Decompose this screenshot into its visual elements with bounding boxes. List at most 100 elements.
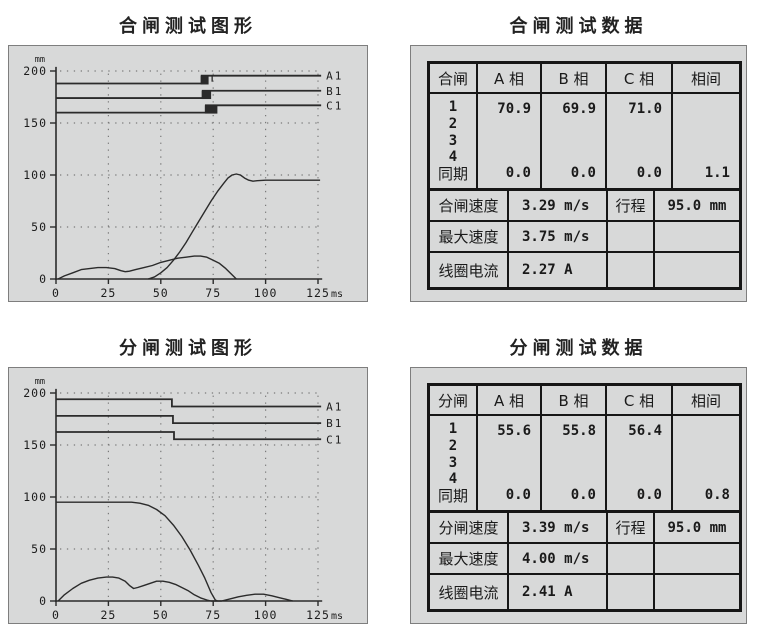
max-speed-value: 4.00 m/s [509, 544, 608, 575]
trace-label-C1: C1 [326, 99, 343, 112]
sync-a: 0.0 [505, 487, 531, 503]
open-speed-value: 3.39 m/s [509, 513, 608, 544]
y-tick-label: 50 [31, 542, 47, 556]
phase-a-cell: 70.9 0.0 [478, 94, 542, 191]
contact-bounce-B1 [201, 90, 212, 100]
table-phase-row: 1 2 3 4 同期 55.6 0.0 55.8 0.0 56.4 0.0 0.… [430, 416, 739, 513]
trace-label-A1: A1 [326, 401, 343, 414]
y-unit-label: mm [35, 377, 45, 387]
close-time-a: 70.9 [497, 101, 531, 117]
header-cell: 分闸 [430, 386, 478, 416]
info-label: 线圈电流 [430, 575, 509, 609]
x-tick-label: 125 [306, 286, 330, 300]
header-cell: B 相 [542, 64, 607, 94]
header-cell: 合闸 [430, 64, 478, 94]
x-unit-label: ms [331, 289, 343, 300]
header-cell: A 相 [478, 386, 542, 416]
curve-travel [147, 173, 321, 280]
empty-cell [608, 253, 655, 287]
open-test-table: 分闸 A 相 B 相 C 相 相间 1 2 3 4 同期 55.6 0.0 55… [427, 383, 742, 612]
sync-c: 0.0 [636, 165, 662, 181]
open-time-b: 55.8 [562, 423, 596, 439]
phase-b-cell: 55.8 0.0 [542, 416, 607, 513]
y-tick-label: 200 [23, 386, 47, 400]
table-info-row: 最大速度 4.00 m/s [430, 544, 739, 575]
info-label: 行程 [608, 191, 655, 222]
row-label-stack: 1 2 3 4 同期 [430, 94, 478, 191]
close-test-table: 合闸 A 相 B 相 C 相 相间 1 2 3 4 同期 70.9 0.0 69… [427, 61, 742, 290]
interphase-sync: 0.8 [704, 487, 730, 503]
trace-label-B1: B1 [326, 417, 343, 430]
sync-row-label: 同期 [437, 165, 468, 183]
table-info-row: 线圈电流 2.41 A [430, 575, 739, 609]
header-cell: B 相 [542, 386, 607, 416]
close-test-table-panel: 合闸 A 相 B 相 C 相 相间 1 2 3 4 同期 70.9 0.0 69… [410, 45, 747, 302]
interphase-cell: 1.1 [673, 94, 739, 191]
info-label: 最大速度 [430, 544, 509, 575]
phase-b-cell: 69.9 0.0 [542, 94, 607, 191]
close-chart-title: 合闸测试图形 [119, 16, 257, 37]
close-table-title: 合闸测试数据 [509, 16, 648, 37]
phase-c-cell: 56.4 0.0 [607, 416, 673, 513]
trace-A1 [56, 398, 322, 408]
header-cell: 相间 [673, 386, 739, 416]
sync-c: 0.0 [636, 487, 662, 503]
empty-cell [608, 544, 655, 575]
open-table-title: 分闸测试数据 [509, 338, 648, 359]
y-tick-label: 200 [23, 64, 47, 78]
open-test-chart-panel: 0 50 100 150 200 mm 0 25 50 75 100 125 ms A1 B1 C1 [8, 367, 368, 624]
phase-a-cell: 55.6 0.0 [478, 416, 542, 513]
trace-B1 [56, 414, 322, 425]
x-unit-label: ms [331, 611, 343, 622]
info-label: 线圈电流 [430, 253, 509, 287]
table-header-row: 分闸 A 相 B 相 C 相 相间 [430, 386, 739, 416]
interphase-cell: 0.8 [673, 416, 739, 513]
x-tick-label: 100 [254, 286, 278, 300]
curve-travel [56, 501, 218, 602]
max-speed-value: 3.75 m/s [509, 222, 608, 253]
y-tick-label: 150 [23, 438, 47, 452]
empty-cell [655, 575, 739, 609]
travel-value: 95.0 mm [655, 191, 739, 222]
table-info-row: 线圈电流 2.27 A [430, 253, 739, 287]
trace-B1 [56, 89, 322, 99]
x-tick-label: 50 [153, 286, 169, 300]
x-tick-label: 50 [153, 608, 169, 622]
empty-cell [608, 222, 655, 253]
trace-label-A1: A1 [326, 70, 343, 83]
close-test-chart-panel: 0 50 100 150 200 mm 0 25 50 75 100 125 ms A1 B1 C1 [8, 45, 368, 302]
trace-C1 [56, 104, 322, 114]
info-label: 最大速度 [430, 222, 509, 253]
open-time-a: 55.6 [497, 423, 531, 439]
empty-cell [655, 222, 739, 253]
trace-label-B1: B1 [326, 85, 343, 98]
x-tick-label: 100 [254, 608, 278, 622]
info-label: 行程 [608, 513, 655, 544]
trace-A1 [56, 74, 322, 85]
empty-cell [655, 253, 739, 287]
row-label: 2 [448, 437, 458, 454]
sync-a: 0.0 [505, 165, 531, 181]
table-phase-row: 1 2 3 4 同期 70.9 0.0 69.9 0.0 71.0 0.0 1.… [430, 94, 739, 191]
contact-bounce-C1 [204, 105, 218, 114]
table-header-row: 合闸 A 相 B 相 C 相 相间 [430, 64, 739, 94]
y-tick-label: 0 [39, 594, 47, 608]
interphase-sync: 1.1 [704, 165, 730, 181]
trace-label-C1: C1 [326, 433, 343, 446]
coil-current-value: 2.41 A [509, 575, 608, 609]
header-cell: 相间 [673, 64, 739, 94]
empty-cell [655, 544, 739, 575]
y-tick-label: 150 [23, 116, 47, 130]
x-tick-label: 125 [306, 608, 330, 622]
x-tick-label: 75 [205, 286, 221, 300]
table-info-row: 合闸速度 3.29 m/s 行程 95.0 mm [430, 191, 739, 222]
open-chart-title: 分闸测试图形 [119, 338, 257, 359]
empty-cell [608, 575, 655, 609]
x-tick-label: 75 [205, 608, 221, 622]
y-tick-label: 0 [39, 272, 47, 286]
header-cell: C 相 [607, 386, 673, 416]
contact-bounce-A1 [200, 75, 209, 85]
info-label: 分闸速度 [430, 513, 509, 544]
row-label: 2 [448, 115, 458, 132]
